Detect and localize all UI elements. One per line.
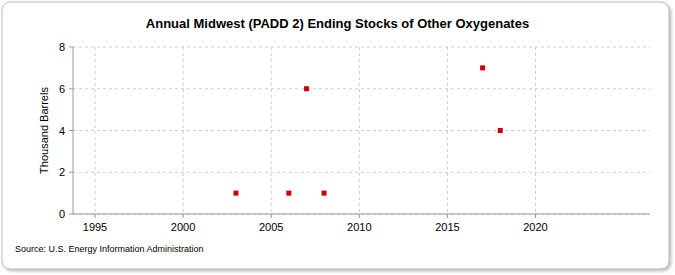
point: [233, 191, 238, 196]
x-tick: [271, 214, 272, 218]
y-tick-label: 6: [59, 83, 65, 95]
y-tick-label: 0: [59, 208, 65, 220]
frame: [2, 2, 669, 269]
x-tick-label: 1995: [83, 221, 107, 233]
source: Source: U.S. Energy Information Administ…: [15, 244, 204, 254]
y-tick: [69, 47, 73, 48]
y-tick-label: 4: [59, 125, 65, 137]
y-tick-label: 2: [59, 166, 65, 178]
x-grid: [535, 47, 536, 214]
x-tick: [183, 214, 184, 218]
x-tick: [95, 214, 96, 218]
point: [498, 128, 503, 133]
point: [304, 86, 309, 91]
x-tick-label: 2000: [171, 221, 195, 233]
y-tick: [69, 214, 73, 215]
chart-root: Annual Midwest (PADD 2) Ending Stocks of…: [0, 0, 675, 275]
point: [322, 191, 327, 196]
y-tick: [69, 88, 73, 89]
y-grid: [73, 214, 650, 215]
x-grid: [95, 47, 96, 214]
point: [286, 191, 291, 196]
x-grid: [447, 47, 448, 214]
y-tick: [69, 130, 73, 131]
x-grid: [271, 47, 272, 214]
grid: [73, 47, 650, 214]
x-tick: [535, 214, 536, 218]
x-grid: [359, 47, 360, 214]
x-tick-label: 2020: [523, 221, 547, 233]
y-tick-label: 8: [59, 41, 65, 53]
x-tick: [447, 214, 448, 218]
y-label: Thousand Barrels: [38, 87, 50, 174]
y-axis: [73, 47, 74, 214]
chart-svg: Annual Midwest (PADD 2) Ending Stocks of…: [0, 0, 675, 275]
x-tick: [359, 214, 360, 218]
title: Annual Midwest (PADD 2) Ending Stocks of…: [146, 16, 529, 31]
y-grid: [73, 130, 650, 131]
x-axis: [73, 214, 650, 215]
y-grid: [73, 88, 650, 89]
points: [233, 65, 502, 195]
y-tick: [69, 172, 73, 173]
point: [480, 65, 485, 70]
x-tick-label: 2010: [347, 221, 371, 233]
x-grid: [183, 47, 184, 214]
y-grid: [73, 172, 650, 173]
y-grid: [73, 47, 650, 48]
x-tick-label: 2005: [259, 221, 283, 233]
x-tick-label: 2015: [435, 221, 459, 233]
